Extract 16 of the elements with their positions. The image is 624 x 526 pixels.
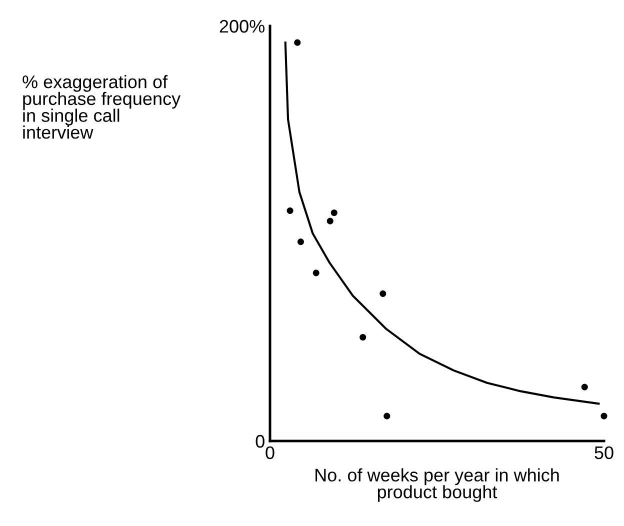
point (297, 238, 304, 246)
point (360, 334, 366, 341)
point (600, 412, 608, 420)
line-series (284, 42, 600, 405)
point (286, 207, 294, 214)
y-axis-title: % exaggeration of purchase frequency in single call interview (22, 75, 181, 139)
point (380, 290, 386, 297)
point (294, 39, 301, 46)
point (330, 209, 338, 216)
point (312, 270, 320, 276)
point (384, 412, 390, 420)
point (581, 384, 588, 390)
x-tick-label: 50 (594, 446, 614, 460)
point (326, 218, 334, 224)
x-axis-title: No. of weeks per year in which product bought (316, 468, 559, 502)
y-tick-label: 200% (220, 20, 264, 33)
